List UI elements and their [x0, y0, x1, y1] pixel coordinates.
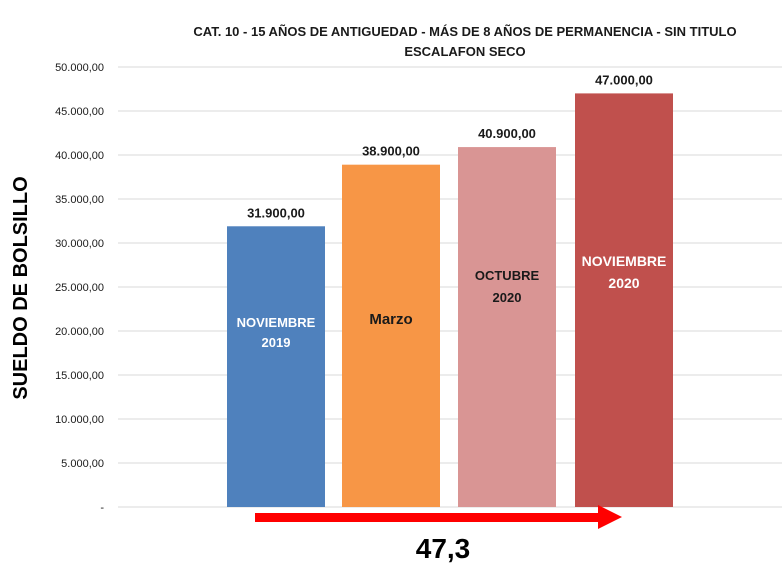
bar	[342, 164, 440, 507]
bar	[227, 226, 325, 507]
bar	[575, 93, 673, 508]
y-tick-label: 30.000,00	[55, 238, 104, 250]
data-label: 31.900,00	[247, 205, 305, 220]
bar	[458, 147, 556, 507]
y-axis-label: SUELDO DE BOLSILLO	[10, 176, 32, 399]
y-tick-label: 10.000,00	[55, 414, 104, 426]
chart-title: CAT. 10 - 15 AÑOS DE ANTIGUEDAD - MÁS DE…	[193, 24, 736, 39]
data-label: 47.000,00	[595, 72, 653, 87]
y-tick-label: 35.000,00	[55, 194, 104, 206]
chart-subtitle: ESCALAFON SECO	[404, 44, 525, 59]
growth-arrow	[255, 505, 622, 529]
y-tick-label: 15.000,00	[55, 370, 104, 382]
arrow-shaft	[255, 513, 600, 522]
data-label: 40.900,00	[478, 126, 536, 141]
category-label-line2: 2020	[493, 290, 522, 305]
category-label-line2: 2020	[608, 275, 639, 291]
y-tick-label: 20.000,00	[55, 326, 104, 338]
category-label-line2: 2019	[262, 335, 291, 350]
growth-annotation: 47,3	[416, 533, 471, 564]
category-label: NOVIEMBRE	[237, 315, 316, 330]
data-label: 38.900,00	[362, 144, 420, 159]
category-label: NOVIEMBRE	[582, 253, 667, 269]
category-label: Marzo	[369, 311, 412, 328]
category-label: OCTUBRE	[475, 268, 540, 283]
y-tick-label: 25.000,00	[55, 282, 104, 294]
y-tick-label: 50.000,00	[55, 62, 104, 74]
y-tick-label: 45.000,00	[55, 106, 104, 118]
arrow-head	[598, 505, 622, 529]
y-tick-label: -	[100, 502, 104, 514]
y-tick-label: 5.000,00	[61, 458, 104, 470]
y-tick-label: 40.000,00	[55, 150, 104, 162]
